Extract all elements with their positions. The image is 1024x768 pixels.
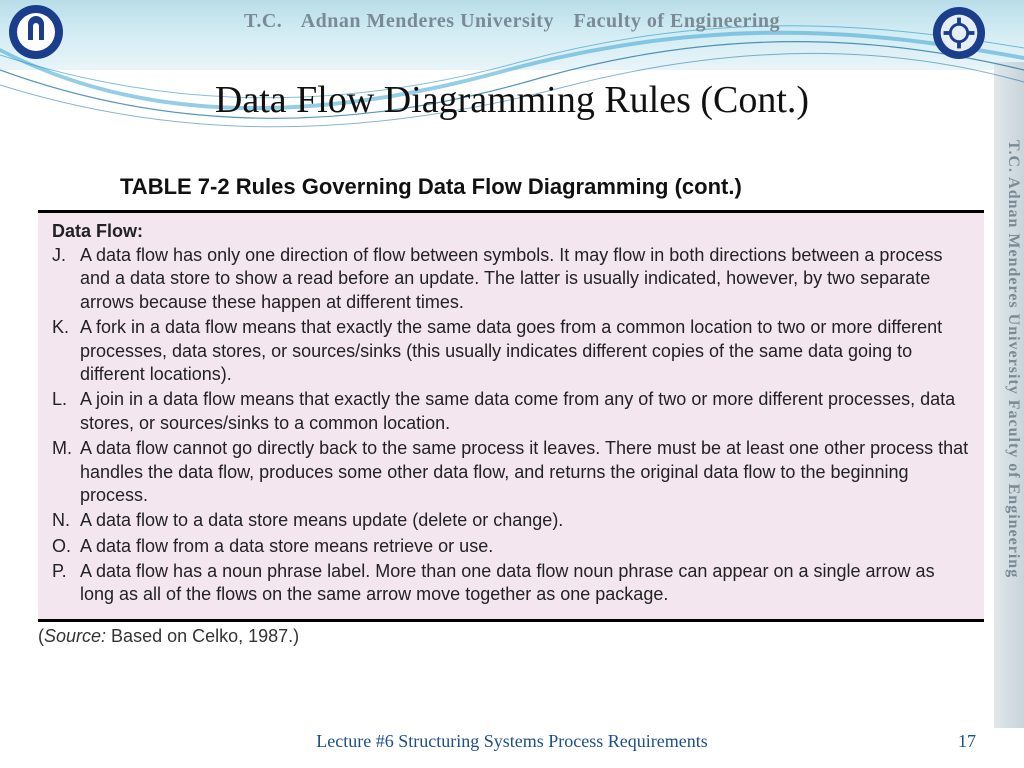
rule-text: A data flow to a data store means update… xyxy=(80,509,970,532)
rule-letter: P. xyxy=(52,560,80,607)
slide-title: Data Flow Diagramming Rules (Cont.) xyxy=(0,78,1024,122)
header-university: Adnan Menderes University xyxy=(301,10,554,32)
faculty-logo-icon xyxy=(932,6,986,60)
rule-text: A data flow has a noun phrase label. Mor… xyxy=(80,560,970,607)
rule-text: A data flow has only one direction of fl… xyxy=(80,244,970,314)
rule-row: L.A join in a data flow means that exact… xyxy=(52,388,970,435)
rule-row: O.A data flow from a data store means re… xyxy=(52,535,970,558)
header-tc: T.C. xyxy=(244,10,282,32)
table-caption: TABLE 7-2 Rules Governing Data Flow Diag… xyxy=(120,174,742,200)
rule-letter: M. xyxy=(52,437,80,507)
source-text: Based on Celko, 1987.) xyxy=(106,626,299,646)
rule-row: K.A fork in a data flow means that exact… xyxy=(52,316,970,386)
rule-row: N.A data flow to a data store means upda… xyxy=(52,509,970,532)
rules-table-box: Data Flow: J.A data flow has only one di… xyxy=(38,210,984,622)
rule-text: A data flow cannot go directly back to t… xyxy=(80,437,970,507)
source-line: (Source: Based on Celko, 1987.) xyxy=(38,626,299,647)
rule-row: P.A data flow has a noun phrase label. M… xyxy=(52,560,970,607)
page-number: 17 xyxy=(958,731,976,752)
rule-letter: L. xyxy=(52,388,80,435)
rule-text: A data flow from a data store means retr… xyxy=(80,535,970,558)
rule-letter: J. xyxy=(52,244,80,314)
rule-row: M.A data flow cannot go directly back to… xyxy=(52,437,970,507)
source-label: Source: xyxy=(44,626,106,646)
section-heading: Data Flow: xyxy=(52,221,970,242)
rule-letter: O. xyxy=(52,535,80,558)
rule-letter: N. xyxy=(52,509,80,532)
rule-row: J.A data flow has only one direction of … xyxy=(52,244,970,314)
header-text: T.C. Adnan Menderes University Faculty o… xyxy=(0,10,1024,33)
header-faculty: Faculty of Engineering xyxy=(573,10,780,32)
footer-lecture-title: Lecture #6 Structuring Systems Process R… xyxy=(0,731,1024,752)
side-text: T.C. Adnan Menderes University Faculty o… xyxy=(996,140,1022,578)
university-logo-icon xyxy=(8,4,64,60)
rule-text: A join in a data flow means that exactly… xyxy=(80,388,970,435)
rule-text: A fork in a data flow means that exactly… xyxy=(80,316,970,386)
rule-letter: K. xyxy=(52,316,80,386)
